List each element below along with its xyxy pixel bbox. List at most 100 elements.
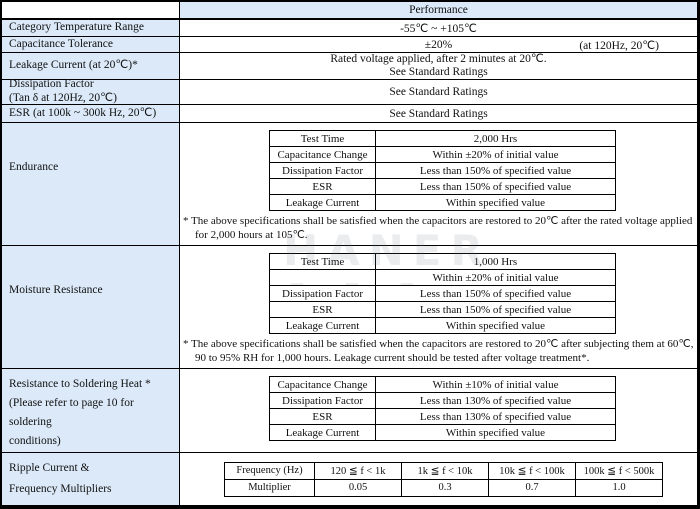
moisture-cap-change-label [269, 269, 376, 286]
ripple-label-line2: Frequency Multipliers [9, 483, 112, 495]
moisture-df-label: Dissipation Factor [269, 285, 376, 302]
category-temp-label: Category Temperature Range [2, 20, 180, 36]
ripple-label: Ripple Current & Frequency Multipliers [2, 453, 180, 505]
soldering-esr-value: Less than 130% of specified value [375, 408, 616, 425]
table-row: Multiplier 0.05 0.3 0.7 1.0 [224, 478, 663, 497]
table-row: Leakage Current Within specified value [269, 424, 616, 441]
soldering-leakage-label: Leakage Current [269, 424, 376, 441]
table-row: Frequency (Hz) 120 ≦ f < 1k 1k ≦ f < 10k… [224, 461, 663, 480]
soldering-spec-table: Capacitance Change Within ±10% of initia… [269, 376, 616, 441]
leakage-line1: Rated voltage applied, after 2 minutes a… [330, 53, 547, 65]
soldering-label: Resistance to Soldering Heat * (Please r… [2, 369, 180, 452]
ripple-frequency-table: Frequency (Hz) 120 ≦ f < 1k 1k ≦ f < 10k… [224, 461, 663, 497]
table-row: ESR Less than 150% of specified value [269, 301, 616, 318]
endurance-cap-change-value: Within ±20% of initial value [375, 146, 616, 163]
leakage-row: Leakage Current (at 20℃)* Rated voltage … [2, 53, 697, 80]
endurance-esr-value: Less than 150% of specified value [375, 178, 616, 195]
dissipation-row: Dissipation Factor (Tan δ at 120Hz, 20℃)… [2, 78, 697, 105]
endurance-test-time-value: 2,000 Hrs [375, 130, 616, 147]
esr-label: ESR (at 100k ~ 300k Hz, 20℃) [2, 105, 180, 122]
soldering-label-line2: (Please refer to page 10 for soldering [9, 396, 134, 428]
endurance-footnote-line2: for 2,000 hours at 105℃. [195, 229, 308, 241]
endurance-df-value: Less than 150% of specified value [375, 162, 616, 179]
moisture-leakage-label: Leakage Current [269, 317, 376, 334]
moisture-label: Moisture Resistance [2, 246, 180, 368]
table-row: Capacitance Change Within ±20% of initia… [269, 146, 616, 163]
table-row: Within ±20% of initial value [269, 269, 616, 286]
performance-header: Performance [180, 2, 697, 18]
endurance-df-label: Dissipation Factor [269, 162, 376, 179]
cap-tolerance-row: Capacitance Tolerance ±20% (at 120Hz, 20… [2, 37, 697, 53]
table-row: Dissipation Factor Less than 150% of spe… [269, 162, 616, 179]
soldering-leakage-value: Within specified value [375, 424, 616, 441]
table-row: Capacitance Change Within ±10% of initia… [269, 376, 616, 393]
header-empty-cell [2, 2, 180, 18]
moisture-esr-label: ESR [269, 301, 376, 318]
table-row: Test Time 2,000 Hrs [269, 130, 616, 147]
endurance-leakage-value: Within specified value [375, 194, 616, 211]
ripple-multiplier-header: Multiplier [224, 478, 315, 497]
endurance-leakage-label: Leakage Current [269, 194, 376, 211]
soldering-cap-change-value: Within ±10% of initial value [375, 376, 616, 393]
ripple-cell: Frequency (Hz) 120 ≦ f < 1k 1k ≦ f < 10k… [180, 453, 697, 505]
category-temp-value: -55℃ ~ +105℃ [400, 23, 477, 35]
table-row: ESR Less than 130% of specified value [269, 408, 616, 425]
ripple-frequency-header: Frequency (Hz) [224, 461, 315, 480]
ripple-multiplier-4: 1.0 [575, 478, 663, 497]
table-row: Dissipation Factor Less than 130% of spe… [269, 392, 616, 409]
ripple-band-2: 1k ≦ f < 10k [401, 461, 489, 480]
moisture-footnote: * The above specifications shall be sati… [180, 337, 693, 365]
header-row: Performance [2, 2, 697, 20]
table-row: Test Time 1,000 Hrs [269, 253, 616, 270]
moisture-esr-value: Less than 150% of specified value [375, 301, 616, 318]
table-row: ESR Less than 150% of specified value [269, 178, 616, 195]
esr-value: See Standard Ratings [389, 107, 488, 120]
ripple-row: Ripple Current & Frequency Multipliers F… [2, 453, 697, 505]
ripple-multiplier-2: 0.3 [401, 478, 489, 497]
table-row: Dissipation Factor Less than 150% of spe… [269, 285, 616, 302]
dissipation-label: Dissipation Factor (Tan δ at 120Hz, 20℃) [2, 78, 180, 104]
endurance-footnote: * The above specifications shall be sati… [180, 214, 692, 242]
ripple-multiplier-1: 0.05 [314, 478, 402, 497]
moisture-test-time-value: 1,000 Hrs [375, 253, 616, 270]
moisture-cell: Test Time 1,000 Hrs Within ±20% of initi… [180, 246, 697, 368]
endurance-spec-table: Test Time 2,000 Hrs Capacitance Change W… [269, 130, 616, 211]
endurance-row: Endurance Test Time 2,000 Hrs Capacitanc… [2, 123, 697, 246]
endurance-test-time-label: Test Time [269, 130, 376, 147]
ripple-band-4: 100k ≦ f < 500k [575, 461, 663, 480]
moisture-row: Moisture Resistance Test Time 1,000 Hrs … [2, 246, 697, 369]
ripple-band-3: 10k ≦ f < 100k [488, 461, 576, 480]
ripple-label-line1: Ripple Current & [9, 461, 90, 474]
moisture-footnote-line1: * The above specifications shall be sati… [183, 338, 694, 350]
table-row: Leakage Current Within specified value [269, 317, 616, 334]
soldering-row: Resistance to Soldering Heat * (Please r… [2, 369, 697, 453]
dissipation-label-line1: Dissipation Factor [9, 78, 94, 91]
dissipation-label-line2: (Tan δ at 120Hz, 20℃) [9, 92, 117, 104]
moisture-cap-change-value: Within ±20% of initial value [375, 269, 616, 286]
endurance-esr-label: ESR [269, 178, 376, 195]
soldering-df-value: Less than 130% of specified value [375, 392, 616, 409]
cap-tolerance-value: ±20% [424, 38, 453, 51]
soldering-df-label: Dissipation Factor [269, 392, 376, 409]
ripple-multiplier-3: 0.7 [488, 478, 576, 497]
cap-tolerance-condition: (at 120Hz, 20℃) [579, 39, 659, 52]
leakage-label: Leakage Current (at 20℃)* [2, 53, 180, 79]
leakage-line2: See Standard Ratings [389, 66, 488, 78]
moisture-df-value: Less than 150% of specified value [375, 285, 616, 302]
leakage-cell: Rated voltage applied, after 2 minutes a… [180, 53, 697, 79]
ripple-band-1: 120 ≦ f < 1k [314, 461, 402, 480]
endurance-label: Endurance [2, 123, 180, 245]
endurance-cap-change-label: Capacitance Change [269, 146, 376, 163]
table-row: Leakage Current Within specified value [269, 194, 616, 211]
esr-row: ESR (at 100k ~ 300k Hz, 20℃) See Standar… [2, 105, 697, 123]
moisture-test-time-label: Test Time [269, 253, 376, 270]
moisture-footnote-line2: 90 to 95% RH for 1,000 hours. Leakage cu… [195, 352, 590, 364]
dissipation-value: See Standard Ratings [389, 86, 488, 98]
soldering-label-line3: conditions) [9, 434, 61, 447]
cap-tolerance-label: Capacitance Tolerance [2, 37, 180, 52]
moisture-spec-table: Test Time 1,000 Hrs Within ±20% of initi… [269, 253, 616, 334]
soldering-cap-change-label: Capacitance Change [269, 376, 376, 393]
endurance-cell: Test Time 2,000 Hrs Capacitance Change W… [180, 123, 697, 245]
